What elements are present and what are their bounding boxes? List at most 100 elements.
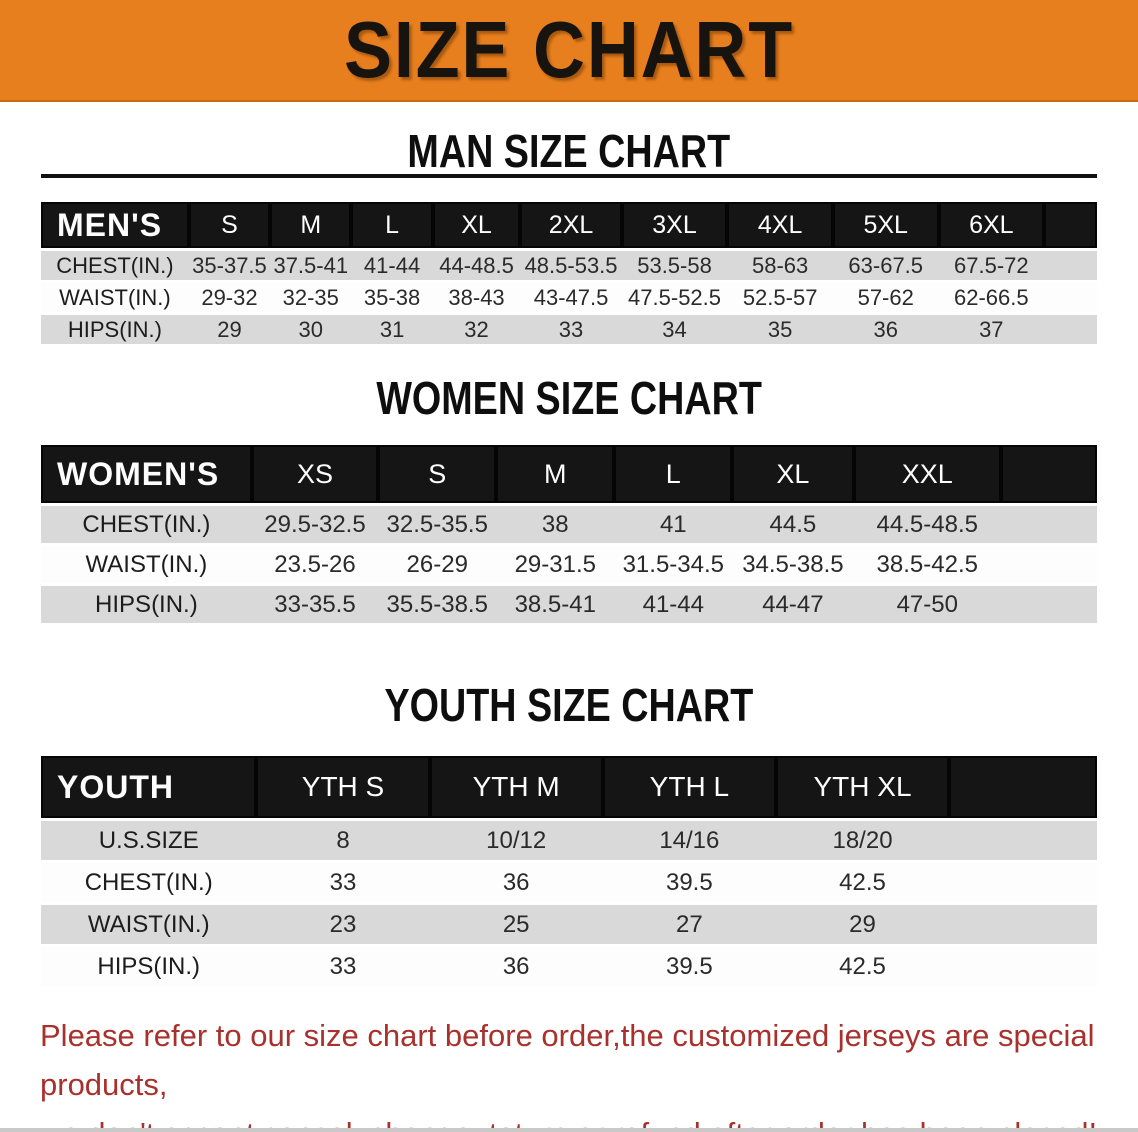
size-column-header: YTH S <box>256 756 430 820</box>
men-size-chart-section: MAN SIZE CHART MEN'S S M L XL 2XL 3XL 4XL 5XL 6XL… <box>0 128 1138 347</box>
men-table-top-gap <box>41 178 1097 181</box>
row-spacer-cell <box>1001 503 1097 546</box>
men-section-heading: MAN SIZE CHART <box>0 128 1138 174</box>
measurement-row-label: CHEST(IN.) <box>41 248 189 283</box>
measurement-value-cell: 47.5-52.5 <box>621 280 728 315</box>
bottom-edge-divider <box>0 1128 1138 1132</box>
measurement-value-cell: 39.5 <box>602 944 776 989</box>
measurement-value-cell: 29 <box>775 902 950 947</box>
women-section-heading: WOMEN SIZE CHART <box>0 375 1138 421</box>
measurement-row-label: HIPS(IN.) <box>41 944 257 989</box>
measurement-value-cell: 63-67.5 <box>832 248 939 283</box>
row-spacer-cell <box>1001 583 1097 626</box>
measurement-value-cell: 29 <box>188 312 271 347</box>
measurement-value-cell: 14/16 <box>602 818 776 863</box>
measurement-value-cell: 33-35.5 <box>251 583 379 626</box>
page-title: SIZE CHART <box>344 5 794 94</box>
measurement-value-cell: 52.5-57 <box>727 280 833 315</box>
size-column-header: 6XL <box>938 202 1045 250</box>
measurement-value-cell: 44.5 <box>732 503 854 546</box>
youth-section-heading-text: YOUTH SIZE CHART <box>384 679 754 731</box>
measurement-row: HIPS(IN.) 33-35.5 35.5-38.5 38.5-41 41-44 44-… <box>41 583 1097 626</box>
row-spacer-cell <box>1044 248 1097 283</box>
measurement-value-cell: 42.5 <box>775 860 950 905</box>
measurement-row: CHEST(IN.) 33 36 39.5 42.5 <box>41 860 1097 905</box>
measurement-row: U.S.SIZE 8 10/12 14/16 18/20 <box>41 818 1097 863</box>
measurement-row: CHEST(IN.) 29.5-32.5 32.5-35.5 38 41 44.5 44.5… <box>41 503 1097 546</box>
measurement-value-cell: 57-62 <box>832 280 939 315</box>
table-corner-label: WOMEN'S <box>41 445 252 505</box>
measurement-row-label: HIPS(IN.) <box>41 312 189 347</box>
measurement-value-cell: 37.5-41 <box>270 248 352 283</box>
measurement-value-cell: 36 <box>429 944 603 989</box>
measurement-value-cell: 35.5-38.5 <box>378 583 497 626</box>
measurement-row: HIPS(IN.) 33 36 39.5 42.5 <box>41 944 1097 989</box>
men-table-top-line <box>41 174 1097 178</box>
measurement-value-cell: 48.5-53.5 <box>520 248 622 283</box>
size-column-header: YTH L <box>602 756 776 820</box>
size-column-header: XS <box>251 445 379 505</box>
size-column-header: 3XL <box>621 202 728 250</box>
measurement-value-cell: 32.5-35.5 <box>378 503 497 546</box>
measurement-value-cell: 30 <box>270 312 352 347</box>
notice-line-1: Please refer to our size chart before or… <box>40 1018 1095 1102</box>
measurement-value-cell: 47-50 <box>853 583 1002 626</box>
measurement-row: WAIST(IN.) 29-32 32-35 35-38 38-43 43-47.5 47.… <box>41 280 1097 315</box>
measurement-value-cell: 42.5 <box>775 944 950 989</box>
measurement-value-cell: 18/20 <box>775 818 950 863</box>
measurement-value-cell: 32-35 <box>270 280 352 315</box>
measurement-value-cell: 35-38 <box>351 280 433 315</box>
size-column-header: S <box>378 445 497 505</box>
measurement-value-cell: 39.5 <box>602 860 776 905</box>
measurement-value-cell: 26-29 <box>378 543 497 586</box>
measurement-value-cell: 43-47.5 <box>520 280 622 315</box>
measurement-value-cell: 29-31.5 <box>496 543 615 586</box>
measurement-value-cell: 67.5-72 <box>938 248 1045 283</box>
header-spacer-cell <box>1001 445 1097 505</box>
women-section-heading-text: WOMEN SIZE CHART <box>376 372 762 424</box>
measurement-value-cell: 58-63 <box>727 248 833 283</box>
measurement-value-cell: 27 <box>602 902 776 947</box>
measurement-value-cell: 41-44 <box>351 248 433 283</box>
measurement-value-cell: 33 <box>256 944 430 989</box>
youth-size-table: YOUTH YTH S YTH M YTH L YTH XL U.S.SIZE 8 10/12… <box>41 756 1097 989</box>
row-spacer-cell <box>949 860 1097 905</box>
size-column-header: M <box>496 445 615 505</box>
size-column-header: XXL <box>853 445 1002 505</box>
measurement-value-cell: 33 <box>520 312 622 347</box>
measurement-row: WAIST(IN.) 23 25 27 29 <box>41 902 1097 947</box>
measurement-row-label: WAIST(IN.) <box>41 280 189 315</box>
measurement-value-cell: 31 <box>351 312 433 347</box>
size-header-row: YOUTH YTH S YTH M YTH L YTH XL <box>41 756 1097 820</box>
row-spacer-cell <box>1044 312 1097 347</box>
measurement-value-cell: 25 <box>429 902 603 947</box>
measurement-value-cell: 23.5-26 <box>251 543 379 586</box>
row-spacer-cell <box>949 818 1097 863</box>
header-spacer-cell <box>1044 202 1097 250</box>
measurement-row-label: CHEST(IN.) <box>41 503 252 546</box>
measurement-value-cell: 31.5-34.5 <box>614 543 733 586</box>
measurement-value-cell: 35 <box>727 312 833 347</box>
measurement-value-cell: 29.5-32.5 <box>251 503 379 546</box>
measurement-value-cell: 38.5-41 <box>496 583 615 626</box>
measurement-row: HIPS(IN.) 29 30 31 32 33 34 35 36 37 <box>41 312 1097 347</box>
size-column-header: L <box>351 202 433 250</box>
size-header-row: WOMEN'S XS S M L XL XXL <box>41 445 1097 505</box>
measurement-value-cell: 37 <box>938 312 1045 347</box>
measurement-value-cell: 44-47 <box>732 583 854 626</box>
size-chart-banner: SIZE CHART <box>0 0 1138 102</box>
measurement-value-cell: 10/12 <box>429 818 603 863</box>
measurement-row-label: HIPS(IN.) <box>41 583 252 626</box>
youth-size-chart-section: YOUTH SIZE CHART YOUTH YTH S YTH M YTH L YTH… <box>0 682 1138 989</box>
size-column-header: YTH XL <box>775 756 950 820</box>
measurement-value-cell: 35-37.5 <box>188 248 271 283</box>
measurement-value-cell: 38-43 <box>432 280 521 315</box>
men-size-table: MEN'S S M L XL 2XL 3XL 4XL 5XL 6XL CHEST(IN.) 35-37… <box>41 202 1097 347</box>
women-size-table: WOMEN'S XS S M L XL XXL CHEST(IN.) 29.5-32.5 32.5… <box>41 445 1097 626</box>
size-column-header: YTH M <box>429 756 603 820</box>
size-column-header: XL <box>432 202 521 250</box>
size-column-header: 4XL <box>727 202 833 250</box>
measurement-value-cell: 44.5-48.5 <box>853 503 1002 546</box>
size-column-header: L <box>614 445 733 505</box>
